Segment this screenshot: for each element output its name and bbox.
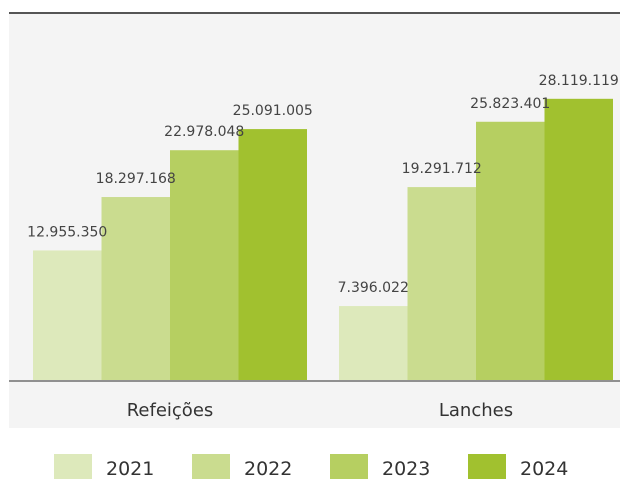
bar-2023-0: [170, 150, 239, 380]
legend-swatch: [54, 454, 92, 479]
legend-swatch: [468, 454, 506, 479]
value-label: 12.955.350: [27, 224, 107, 240]
bar-2024-1: [544, 98, 613, 380]
legend-swatch: [192, 454, 230, 479]
value-label: 25.823.401: [470, 96, 550, 112]
bar-2021-0: [33, 250, 102, 380]
bar-2022-0: [101, 197, 170, 380]
bar-2022-1: [407, 187, 476, 380]
value-labels-group: 12.955.350 18.297.168 22.978.048 25.091.005…: [27, 73, 619, 296]
bar-2024-0: [238, 129, 307, 380]
category-label: Lanches: [439, 400, 513, 421]
bar-2021-1: [339, 306, 408, 380]
legend-label: 2023: [382, 458, 430, 479]
legend: 2021 2022 2023 2024: [54, 454, 568, 480]
category-labels-group: Refeições Lanches: [127, 400, 513, 421]
legend-label: 2024: [520, 458, 568, 479]
legend-swatch: [330, 454, 368, 479]
value-label: 25.091.005: [233, 103, 313, 119]
value-label: 28.119.119: [539, 73, 619, 89]
value-label: 18.297.168: [96, 171, 176, 187]
value-label: 22.978.048: [164, 124, 244, 140]
value-label: 7.396.022: [338, 280, 409, 296]
value-label: 19.291.712: [402, 161, 482, 177]
legend-label: 2021: [106, 458, 154, 479]
bar-2023-1: [476, 121, 545, 380]
category-label: Refeições: [127, 400, 214, 421]
bars-group: [33, 98, 613, 380]
legend-label: 2022: [244, 458, 292, 479]
